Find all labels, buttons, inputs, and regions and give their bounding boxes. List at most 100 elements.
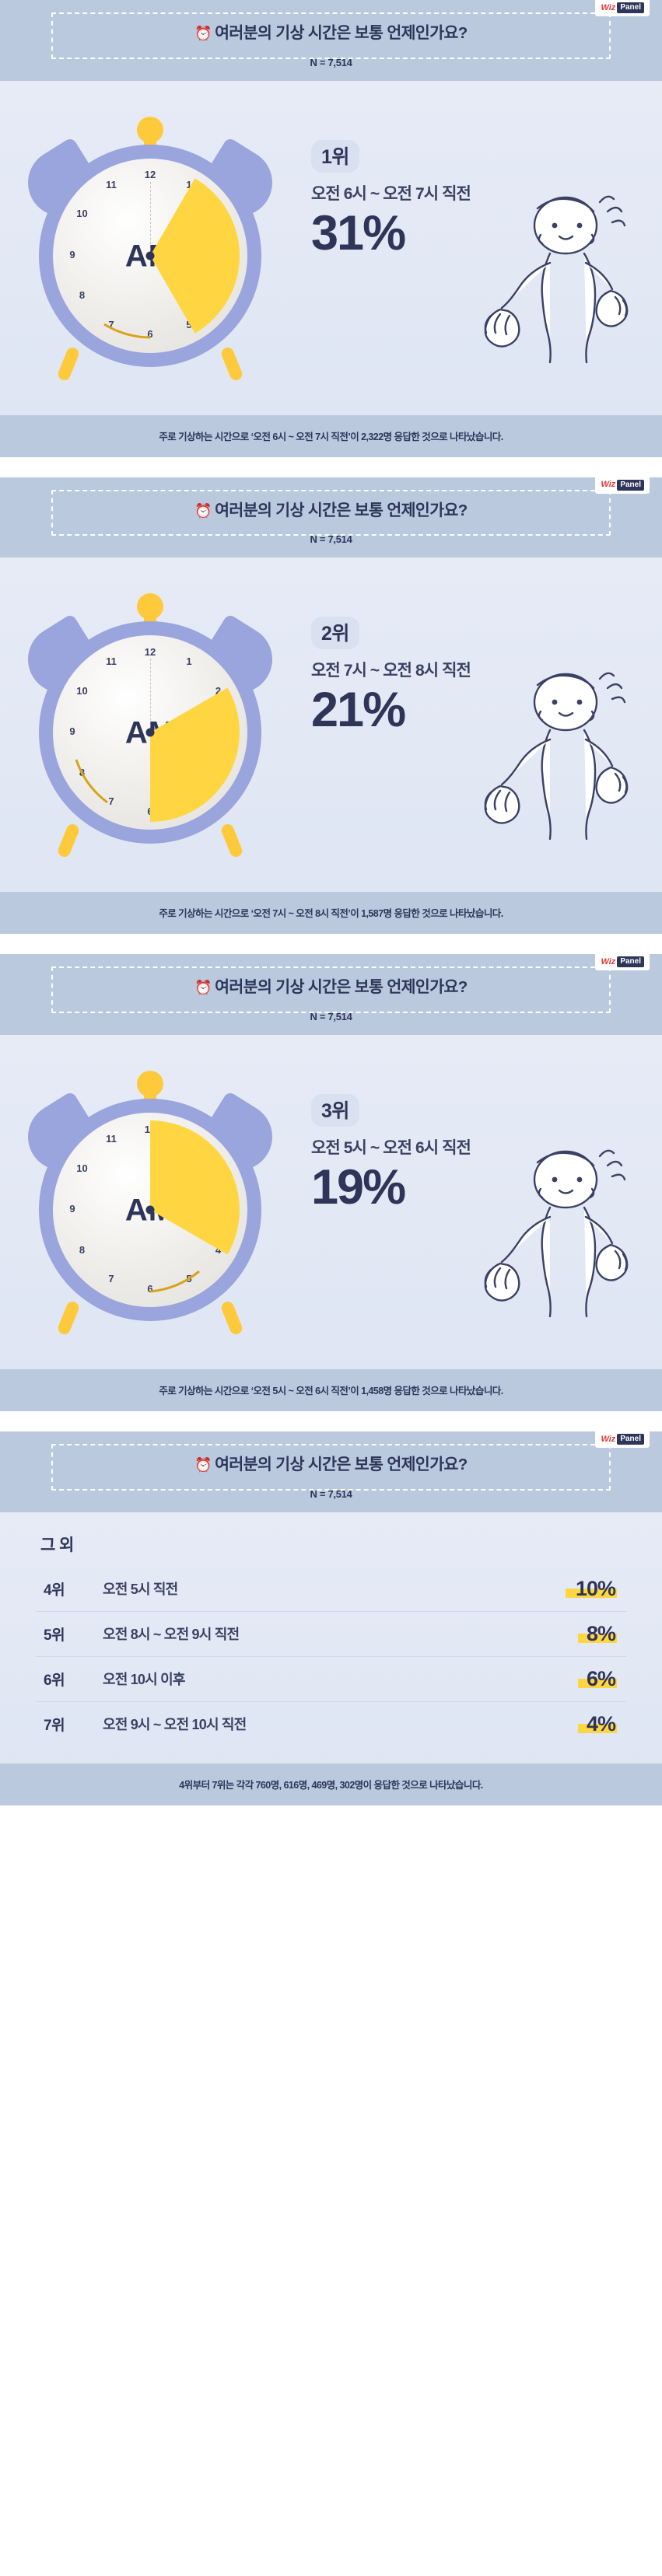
percent-text: 19% bbox=[311, 1160, 406, 1215]
clock-foot-right bbox=[219, 1299, 244, 1337]
panel-body: AM 12 1 2 3 4 5 6 7 8 9 10 11 bbox=[0, 557, 662, 893]
stretching-character-illustration bbox=[484, 672, 629, 841]
clock-num-10: 10 bbox=[76, 684, 88, 697]
row-rank: 4위 bbox=[44, 1582, 65, 1599]
clock-num-12: 12 bbox=[144, 645, 156, 658]
table-row: 5위 오전 8시 ~ 오전 9시 직전 8% bbox=[36, 1612, 626, 1657]
page-title: ⏰ 여러분의 기상 시간은 보통 언제인가요? bbox=[0, 495, 662, 526]
time-range-label: 오전 7시 ~ 오전 8시 직전 bbox=[311, 662, 471, 680]
clock-num-11: 11 bbox=[106, 655, 117, 668]
rank-block: 2위 오전 7시 ~ 오전 8시 직전 21% bbox=[306, 617, 471, 738]
brand-logo: Wiz Panel bbox=[595, 477, 650, 494]
row-percent: 4% bbox=[541, 1712, 626, 1736]
panel-gap bbox=[0, 934, 662, 955]
clock-num-10: 10 bbox=[76, 208, 88, 220]
clock-crossline bbox=[150, 659, 151, 733]
row-percent-highlight bbox=[566, 1588, 617, 1598]
rank-badge: 2위 bbox=[311, 617, 359, 650]
row-label: 오전 8시 ~ 오전 9시 직전 bbox=[103, 1627, 240, 1643]
sample-size: N = 7,514 bbox=[310, 533, 352, 546]
clock-foot-right bbox=[219, 345, 244, 383]
panel-body: AM 12 1 2 3 4 5 6 7 8 9 10 11 bbox=[0, 80, 662, 415]
panel-header: Wiz Panel ⏰ 여러분의 기상 시간은 보통 언제인가요? N = 7,5… bbox=[0, 0, 662, 81]
time-range-label: 오전 5시 ~ 오전 6시 직전 bbox=[311, 1139, 471, 1158]
clock-num-7: 7 bbox=[108, 318, 114, 330]
clock-num-11: 11 bbox=[106, 178, 117, 190]
row-percent-highlight bbox=[578, 1723, 617, 1733]
clock-knob-top bbox=[137, 1071, 163, 1098]
brand-part2: Panel bbox=[617, 479, 644, 491]
clock-num-6: 6 bbox=[147, 328, 153, 341]
clock-crossline bbox=[150, 181, 151, 256]
page-title-text: 여러분의 기상 시간은 보통 언제인가요? bbox=[215, 1456, 468, 1474]
clock-ring: AM 12 1 2 3 4 5 6 7 8 9 10 11 bbox=[39, 621, 261, 844]
brand-part1: Wiz bbox=[601, 2, 616, 12]
alarm-clock-illustration: AM 12 1 2 3 4 5 6 7 8 9 10 11 bbox=[15, 582, 285, 862]
percent-value: 31% bbox=[306, 205, 410, 260]
brand-logo: Wiz Panel bbox=[595, 954, 650, 971]
clock-num-6: 6 bbox=[147, 805, 153, 817]
percent-value: 21% bbox=[306, 683, 410, 738]
panel-gap bbox=[0, 456, 662, 477]
clock-num-9: 9 bbox=[69, 248, 75, 260]
panel-rank-3: Wiz Panel ⏰ 여러분의 기상 시간은 보통 언제인가요? N = 7,5… bbox=[0, 954, 662, 1412]
row-label: 오전 9시 ~ 오전 10시 직전 bbox=[103, 1717, 247, 1733]
row-label: 오전 10시 이후 bbox=[103, 1672, 185, 1688]
stretching-character-illustration bbox=[484, 195, 629, 363]
brand-part1: Wiz bbox=[601, 956, 616, 966]
table-row: 6위 오전 10시 이후 6% bbox=[36, 1657, 626, 1702]
stretching-character-illustration bbox=[484, 1149, 629, 1318]
panel-caption: 주로 기상하는 시간으로 ‘오전 7시 ~ 오전 8시 직전’이 1,587명 … bbox=[0, 892, 662, 935]
alarm-clock-illustration: AM 12 1 2 3 4 5 6 7 8 9 10 11 bbox=[15, 1060, 285, 1340]
percent-text: 21% bbox=[311, 683, 406, 738]
clock-num-8: 8 bbox=[79, 289, 86, 302]
row-label: 오전 5시 직전 bbox=[103, 1582, 178, 1598]
clock-dial: AM 12 1 2 3 4 5 6 7 8 9 10 11 bbox=[53, 635, 247, 830]
sample-size: N = 7,514 bbox=[310, 1011, 352, 1023]
page-title-text: 여러분의 기상 시간은 보통 언제인가요? bbox=[215, 24, 468, 42]
row-percent-highlight bbox=[578, 1633, 617, 1643]
clock-center-dot bbox=[145, 728, 155, 737]
clock-wedge-1 bbox=[103, 178, 240, 339]
clock-foot-left bbox=[56, 345, 81, 383]
page-title: ⏰ 여러분의 기상 시간은 보통 언제인가요? bbox=[0, 971, 662, 1003]
clock-ring: AM 12 1 2 3 4 5 6 7 8 9 10 11 bbox=[39, 144, 261, 367]
others-body: 그 외 4위 오전 5시 직전 10% 5위 오전 8시 ~ 오전 9시 직전 … bbox=[0, 1512, 662, 1763]
rank-block: 3위 오전 5시 ~ 오전 6시 직전 19% bbox=[306, 1094, 471, 1215]
row-percent: 10% bbox=[541, 1577, 626, 1601]
clock-num-7: 7 bbox=[108, 795, 114, 808]
row-percent-text: 6% bbox=[586, 1666, 616, 1690]
brand-part2: Panel bbox=[617, 956, 644, 968]
header-dashed-border bbox=[51, 1444, 611, 1491]
percent-text: 31% bbox=[311, 205, 406, 260]
clock-num-8: 8 bbox=[79, 1243, 86, 1256]
alarm-clock-icon: ⏰ bbox=[194, 502, 212, 519]
percent-value: 19% bbox=[306, 1160, 410, 1215]
brand-logo: Wiz Panel bbox=[595, 1431, 650, 1449]
row-rank: 5위 bbox=[44, 1627, 65, 1644]
clock-foot-left bbox=[56, 1299, 81, 1337]
sample-size: N = 7,514 bbox=[310, 56, 352, 68]
clock-num-12: 12 bbox=[144, 169, 156, 181]
clock-num-5: 5 bbox=[186, 318, 192, 330]
panel-header: Wiz Panel ⏰ 여러분의 기상 시간은 보통 언제인가요? N = 7,5… bbox=[0, 954, 662, 1036]
others-row-list: 4위 오전 5시 직전 10% 5위 오전 8시 ~ 오전 9시 직전 8% bbox=[36, 1567, 626, 1746]
panel-caption: 4위부터 7위는 각각 760명, 616명, 469명, 302명이 응답한 … bbox=[0, 1763, 662, 1805]
clock-num-4: 4 bbox=[215, 1243, 222, 1256]
rank-block: 1위 오전 6시 ~ 오전 7시 직전 31% bbox=[306, 139, 471, 260]
brand-part1: Wiz bbox=[601, 480, 616, 490]
clock-num-7: 7 bbox=[108, 1273, 114, 1285]
clock-wedge-3 bbox=[149, 1120, 240, 1293]
row-percent-text: 10% bbox=[575, 1576, 616, 1600]
panel-header: Wiz Panel ⏰ 여러분의 기상 시간은 보통 언제인가요? N = 7,5… bbox=[0, 477, 662, 558]
header-dashed-border bbox=[51, 489, 611, 537]
clock-knob-top bbox=[137, 116, 163, 143]
rank-badge: 1위 bbox=[311, 139, 359, 173]
clock-num-9: 9 bbox=[69, 1203, 75, 1215]
clock-wedge-2 bbox=[75, 687, 240, 823]
brand-logo: Wiz Panel bbox=[595, 0, 650, 16]
panel-rank-2: Wiz Panel ⏰ 여러분의 기상 시간은 보통 언제인가요? N = 7,5… bbox=[0, 477, 662, 935]
page-title-text: 여러분의 기상 시간은 보통 언제인가요? bbox=[215, 978, 468, 997]
clock-num-10: 10 bbox=[76, 1162, 88, 1174]
clock-center-dot bbox=[145, 1205, 155, 1215]
